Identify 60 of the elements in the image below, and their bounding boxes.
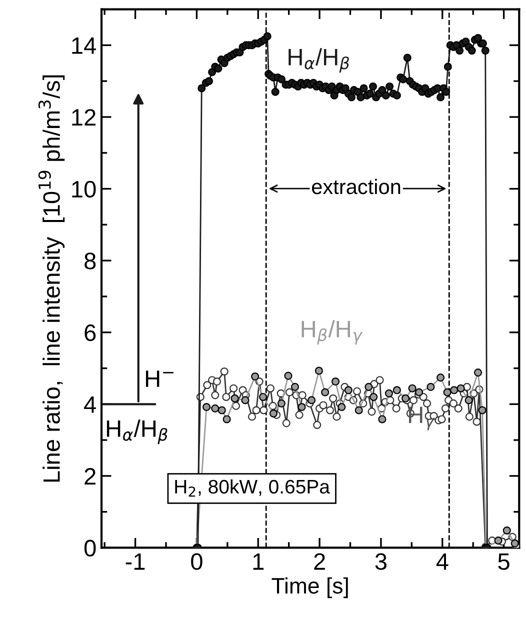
point — [378, 415, 386, 424]
point — [478, 406, 486, 414]
point — [354, 406, 363, 414]
point — [364, 382, 373, 391]
point — [408, 384, 416, 392]
point — [450, 386, 458, 394]
y-tick-label: 0 — [84, 540, 96, 557]
point — [298, 402, 306, 412]
point — [269, 409, 278, 418]
point — [211, 404, 220, 412]
y-tick-label: 12 — [72, 109, 96, 126]
series-label: H$_{γ}$ — [409, 406, 435, 430]
point — [456, 384, 465, 392]
y-tick-label: 6 — [84, 324, 96, 342]
point — [370, 392, 378, 401]
x-tick-label: -1 — [126, 553, 145, 570]
x-tick-label: 2 — [314, 553, 325, 570]
point — [436, 374, 445, 382]
point — [464, 396, 473, 404]
y-axis-title: Line ratio, line intensity [10$^{19}$ ph/m$^{3}$/s] — [38, 75, 65, 482]
y-tick-label: 14 — [72, 38, 96, 54]
point — [222, 415, 231, 424]
point — [321, 388, 330, 396]
point — [290, 382, 300, 391]
point — [426, 382, 435, 391]
point — [241, 396, 250, 404]
annotation: H$_{α}$/H$_{β}$ — [106, 420, 168, 444]
point — [502, 526, 511, 535]
point — [443, 388, 452, 396]
annotation: H$^{−}$ — [146, 370, 174, 387]
point — [284, 372, 292, 380]
point — [259, 392, 268, 401]
x-tick-label: 4 — [436, 553, 448, 570]
point — [314, 366, 323, 375]
x-tick-label: 3 — [375, 553, 386, 570]
point — [474, 368, 482, 377]
annotation: H$_{2}$, 80kW, 0.65Pa — [175, 479, 330, 497]
series-label: H$_{β}$/H$_{γ}$ — [302, 320, 363, 345]
point — [384, 389, 393, 398]
point — [230, 394, 239, 402]
y-tick-label: 8 — [84, 252, 96, 270]
series-label: H$_{α}$/H$_{β}$ — [288, 48, 349, 73]
point — [344, 386, 352, 394]
point — [308, 396, 316, 404]
x-tick-label: 1 — [253, 553, 264, 570]
point — [338, 402, 346, 412]
point — [392, 386, 401, 394]
x-tick-label: 0 — [191, 553, 202, 570]
y-tick-label: 4 — [84, 396, 96, 413]
y-tick-label: 10 — [72, 180, 96, 198]
y-tick-label: 2 — [84, 468, 96, 484]
annotation: extraction — [312, 178, 400, 194]
point — [202, 402, 211, 412]
x-axis-title: Time [s] — [272, 577, 348, 598]
point — [251, 372, 260, 381]
point — [331, 378, 340, 386]
point — [494, 536, 502, 545]
point — [277, 399, 286, 408]
x-tick-label: 5 — [498, 553, 510, 570]
point — [218, 406, 226, 414]
